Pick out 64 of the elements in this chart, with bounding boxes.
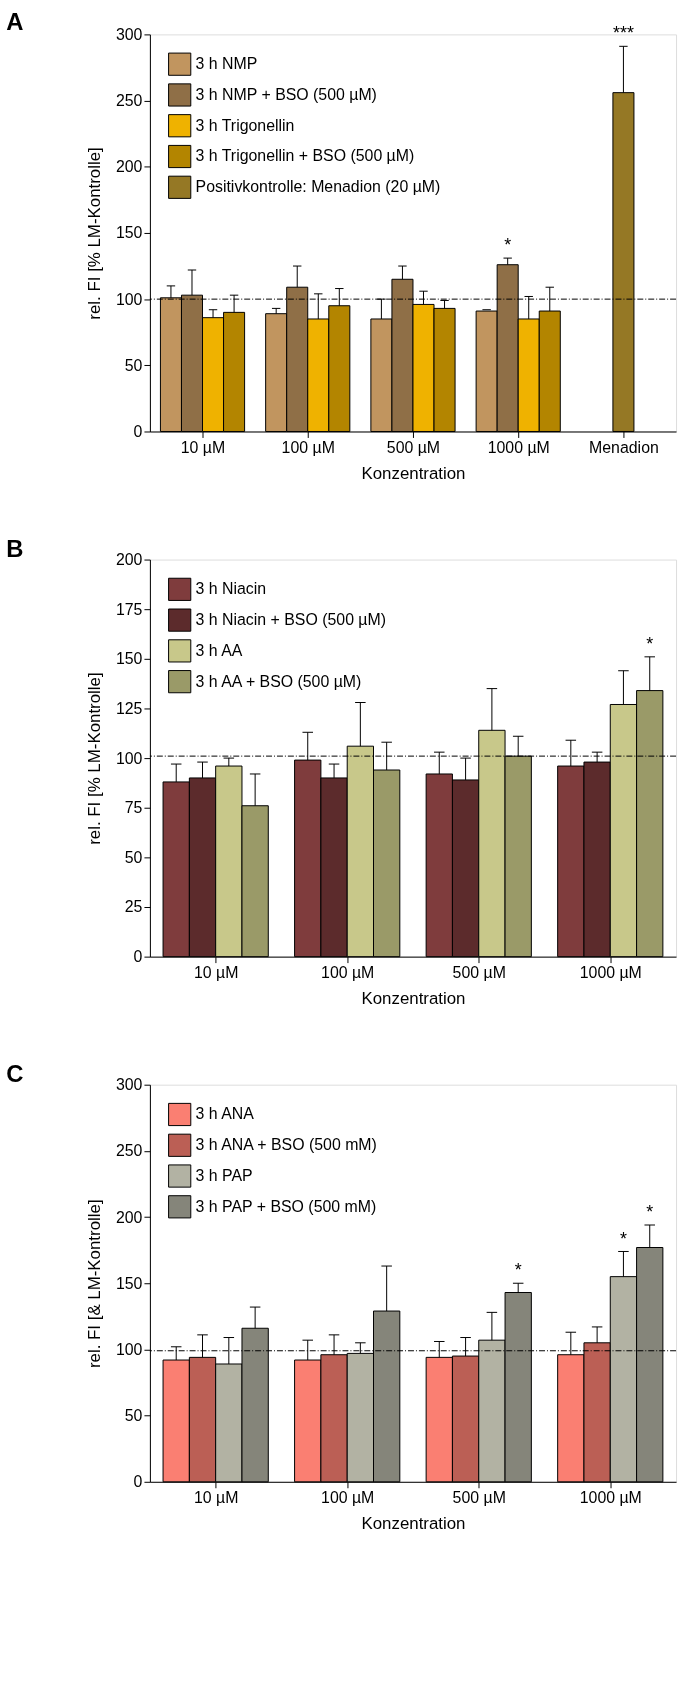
y-tick-label: 300: [115, 25, 143, 43]
x-axis-title: Konzentration: [361, 1513, 466, 1533]
y-tick-label: 200: [115, 551, 143, 569]
legend-label: 3 h AA: [195, 641, 243, 659]
x-tick-label: 10 µM: [180, 438, 226, 456]
legend-label: 3 h AA + BSO (500 µM): [195, 672, 362, 690]
data-label: *: [646, 1202, 654, 1223]
x-tick-label: 500 µM: [452, 1489, 506, 1507]
y-tick-label: 50: [124, 1407, 143, 1425]
y-tick-label: 200: [115, 1208, 143, 1226]
y-tick-label: 100: [115, 1340, 143, 1358]
y-tick-label: 75: [124, 799, 143, 817]
x-axis-title: Konzentration: [361, 463, 466, 483]
x-tick-label: 100 µM: [321, 963, 375, 981]
x-tick-label: 100 µM: [281, 438, 335, 456]
y-axis-title: rel. FI [& LM-Kontrolle]: [85, 1199, 105, 1369]
y-tick-label: 150: [115, 650, 143, 668]
legend-label: 3 h ANA: [195, 1105, 255, 1123]
x-tick-label: 100 µM: [321, 1489, 375, 1507]
x-tick-label: 1000 µM: [487, 438, 550, 456]
data-label: *: [504, 235, 512, 256]
legend-label: 3 h Niacin + BSO (500 µM): [195, 611, 387, 629]
data-label: *: [619, 1228, 627, 1249]
y-tick-label: 100: [115, 749, 143, 767]
legend-label: 3 h NMP + BSO (500 µM): [195, 85, 377, 103]
y-axis-title: rel. FI [% LM-Kontrolle]: [85, 672, 105, 845]
legend-label: 3 h NMP: [195, 55, 258, 73]
y-tick-label: 100: [115, 290, 143, 308]
legend-label: 3 h Trigonellin + BSO (500 µM): [195, 147, 415, 165]
legend-label: 3 h ANA + BSO (500 mM): [195, 1136, 377, 1154]
x-tick-label: 10 µM: [193, 1489, 239, 1507]
chart-title: A: [6, 8, 24, 36]
legend-label: Positivkontrolle: Menadion (20 µM): [195, 178, 441, 196]
y-tick-label: 0: [133, 422, 143, 440]
chart-title: C: [6, 1059, 24, 1087]
legend-label: 3 h PAP: [195, 1167, 253, 1184]
y-axis-title: rel. FI [% LM-Kontrolle]: [85, 147, 105, 320]
x-axis-title: Konzentration: [361, 988, 466, 1008]
y-tick-label: 50: [124, 356, 143, 374]
y-tick-label: 0: [133, 1473, 143, 1491]
legend-label: 3 h Trigonellin: [195, 116, 295, 134]
x-tick-label: 500 µM: [386, 438, 441, 456]
x-tick-label: 1000 µM: [579, 963, 642, 981]
x-tick-label: 500 µM: [452, 963, 506, 981]
y-tick-label: 200: [115, 158, 143, 176]
y-tick-label: 150: [115, 1274, 143, 1292]
y-tick-label: 50: [124, 848, 143, 866]
data-label: *: [514, 1260, 522, 1281]
y-tick-label: 250: [115, 1142, 143, 1160]
y-tick-label: 25: [124, 898, 143, 916]
chart-title: B: [6, 534, 24, 562]
x-tick-label: Menadion: [589, 438, 659, 456]
y-tick-label: 150: [115, 224, 143, 242]
y-tick-label: 0: [133, 948, 143, 966]
y-tick-label: 125: [115, 699, 143, 717]
y-tick-label: 250: [115, 92, 143, 110]
y-tick-label: 300: [115, 1076, 143, 1094]
legend-label: 3 h Niacin: [195, 580, 267, 598]
legend-label: 3 h PAP + BSO (500 mM): [195, 1197, 377, 1215]
data-label: *: [646, 633, 654, 654]
y-tick-label: 175: [115, 600, 143, 618]
data-label: ***: [613, 23, 634, 44]
x-tick-label: 10 µM: [193, 963, 239, 981]
x-tick-label: 1000 µM: [579, 1489, 642, 1507]
